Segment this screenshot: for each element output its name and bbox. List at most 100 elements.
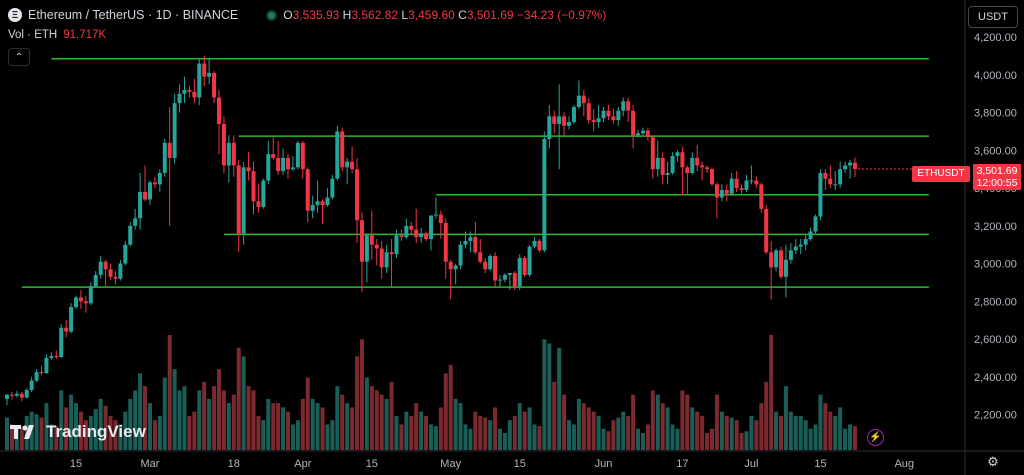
symbol-title[interactable]: Ethereum / TetherUS · 1D · BINANCE — [28, 8, 239, 22]
low-label: L — [401, 8, 409, 22]
candle — [823, 169, 828, 190]
currency-selector[interactable]: USDT — [968, 6, 1018, 28]
candle-body — [83, 301, 88, 304]
candle-body — [823, 172, 828, 179]
candle — [650, 135, 655, 179]
candle-body — [251, 171, 256, 202]
candle — [665, 161, 670, 185]
candle — [739, 184, 744, 194]
candle-body — [369, 235, 374, 245]
candle — [517, 254, 522, 291]
volume-bar — [774, 411, 779, 450]
symbol-legend[interactable]: Ξ Ethereum / TetherUS · 1D · BINANCE O3,… — [8, 8, 606, 22]
candle — [428, 215, 433, 251]
candle-body — [241, 167, 246, 234]
candle-body — [724, 189, 729, 194]
gear-icon[interactable]: ⚙ — [987, 454, 999, 469]
candle — [640, 127, 645, 136]
volume-bar — [616, 417, 621, 450]
candle-body — [493, 256, 498, 281]
candle-body — [754, 180, 759, 185]
low-value: 3,459.60 — [408, 8, 455, 22]
volume-bar — [374, 390, 379, 450]
candle — [157, 169, 162, 192]
candle-body — [611, 116, 616, 121]
volume-legend[interactable]: Vol · ETH 91.717K — [8, 29, 106, 41]
candle — [34, 369, 39, 383]
candle-body — [793, 246, 798, 251]
candle-body — [769, 252, 774, 268]
candle — [458, 240, 463, 270]
candle-body — [236, 165, 241, 234]
candle — [443, 218, 448, 279]
candle — [581, 89, 586, 117]
time-tick-label: Mar — [140, 458, 159, 470]
candle — [621, 97, 626, 117]
candle — [532, 237, 537, 249]
candle-body — [813, 216, 818, 232]
candle — [512, 271, 517, 291]
candle-body — [818, 172, 823, 217]
volume-bar — [315, 403, 320, 450]
volume-bar — [295, 420, 300, 450]
collapse-legend-button[interactable]: ⌃ — [8, 48, 30, 66]
volume-bar — [340, 394, 345, 450]
candle — [601, 106, 606, 123]
candle-body — [690, 157, 695, 173]
time-tick-label: Jun — [595, 458, 613, 470]
candle-body — [552, 116, 557, 124]
candle-body — [212, 72, 217, 98]
volume-bar — [162, 377, 167, 450]
last-price-tag: 3,501.69 12:00:55 — [973, 164, 1021, 190]
volume-bar — [473, 411, 478, 450]
candle — [221, 116, 226, 173]
market-status-icon[interactable] — [266, 9, 278, 21]
volume-bar — [665, 407, 670, 450]
candle-body — [379, 248, 384, 268]
volume-bar — [798, 415, 803, 450]
candle-body — [522, 257, 527, 275]
time-tick-label: 17 — [676, 458, 688, 470]
candle — [754, 176, 759, 189]
candle-body — [414, 229, 419, 238]
volume-bar — [843, 428, 848, 450]
candle-body — [138, 191, 143, 219]
candle-body — [182, 89, 187, 94]
candle — [256, 184, 261, 213]
volume-bar — [355, 356, 360, 450]
volume-bar — [266, 398, 271, 450]
candle-body — [631, 110, 636, 136]
candle — [246, 152, 251, 181]
candle — [374, 239, 379, 266]
candle — [340, 127, 345, 172]
volume-bar — [221, 390, 226, 450]
candle — [300, 140, 305, 179]
volume-bar — [705, 432, 710, 450]
candle — [527, 244, 532, 277]
candle — [498, 274, 502, 287]
candle-body — [828, 178, 833, 185]
candle-body — [774, 250, 779, 268]
candle-body — [133, 218, 138, 226]
candle-body — [167, 142, 172, 158]
tradingview-watermark[interactable]: TradingView — [10, 422, 146, 442]
candle-body — [453, 265, 458, 270]
volume-bar — [631, 394, 636, 450]
volume-bar — [611, 420, 616, 450]
volume-bar — [852, 426, 857, 450]
candle — [473, 222, 478, 255]
volume-bar — [44, 403, 49, 450]
volume-bar — [231, 394, 236, 450]
candle — [399, 229, 404, 241]
flash-icon[interactable]: ⚡ — [867, 429, 884, 446]
candle-body — [463, 240, 468, 245]
candle-body — [419, 233, 424, 238]
candle-body — [305, 169, 310, 211]
candle — [315, 180, 320, 213]
volume-bar — [83, 420, 88, 450]
candle — [212, 71, 217, 104]
candle-body — [19, 393, 24, 398]
time-axis: 15 Mar 18 Apr 15 May 15 Jun 17 Jul 15 Aug — [70, 458, 914, 470]
candle — [39, 365, 44, 375]
